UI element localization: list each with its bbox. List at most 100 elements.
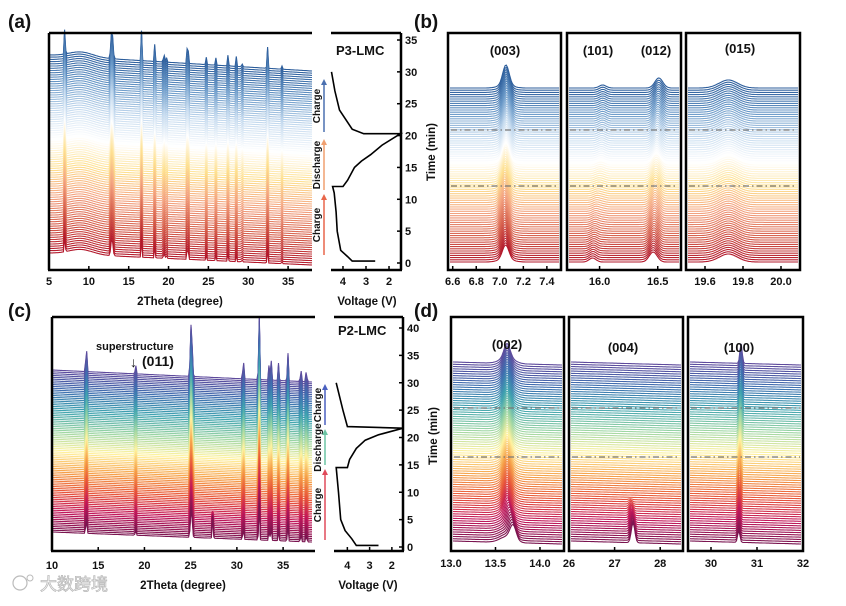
- xrd-trace: [453, 449, 562, 473]
- xrd-trace: [571, 370, 682, 375]
- xrd-trace: [450, 217, 559, 237]
- xrd-trace: [450, 139, 559, 162]
- xrd-trace: [690, 495, 802, 513]
- subplot-frame: [449, 315, 566, 553]
- xrd-trace: [569, 181, 679, 193]
- xrd-trace: [450, 232, 559, 252]
- xrd-trace: [453, 349, 562, 373]
- xrd-trace: [688, 191, 798, 201]
- xrd-trace: [688, 193, 798, 204]
- xrd-trace: [452, 412, 562, 436]
- x-tick-label: 5: [46, 276, 52, 288]
- xrd-trace: [688, 185, 798, 195]
- voltage-tick-label: 3: [367, 560, 373, 572]
- xrd-trace: [569, 84, 679, 96]
- xrd-trace: [688, 136, 798, 146]
- xrd-trace: [571, 515, 682, 534]
- xrd-trace: [690, 469, 801, 486]
- xrd-trace: [450, 180, 559, 201]
- xrd-trace: [450, 205, 559, 226]
- xrd-trace: [450, 114, 559, 138]
- time-ylabel-d: Time (min): [428, 407, 440, 465]
- xrd-trace: [570, 399, 681, 405]
- xrd-trace: [569, 191, 679, 204]
- xrd-trace: [450, 242, 559, 261]
- panel-label-a: (a): [8, 12, 31, 33]
- time-tick-label: 25: [407, 405, 419, 417]
- xrd-trace: [571, 504, 682, 513]
- xrd-trace: [571, 427, 681, 432]
- xrd-trace: [688, 178, 798, 188]
- xrd-trace: [569, 112, 679, 124]
- xrd-trace: [452, 360, 562, 384]
- x-tick-label: 7.4: [539, 276, 555, 288]
- xrd-trace: [690, 365, 801, 386]
- xrd-trace: [689, 409, 801, 429]
- xrd-trace: [570, 517, 681, 536]
- xrd-trace: [450, 194, 559, 215]
- xrd-trace: [51, 486, 312, 527]
- watermark: 大数跨境: [40, 575, 108, 594]
- xrd-trace: [452, 460, 562, 484]
- xrd-trace: [571, 397, 682, 402]
- xrd-trace: [52, 439, 313, 487]
- xrd-trace: [453, 424, 563, 448]
- x-tick-label: 14.0: [529, 558, 550, 570]
- xrd-trace: [453, 451, 563, 475]
- xrd-trace: [452, 419, 562, 443]
- xrd-trace: [690, 456, 802, 475]
- xrd-trace: [688, 253, 798, 263]
- xrd-trace: [571, 422, 682, 427]
- xrd-trace: [450, 228, 559, 248]
- xrd-trace: [569, 137, 679, 149]
- xrd-trace: [690, 393, 801, 414]
- segment-label: Charge: [312, 88, 323, 123]
- xrd-trace: [450, 68, 559, 93]
- hkl-002: (002): [492, 337, 522, 352]
- xrd-trace: [450, 230, 559, 250]
- xrd-trace: [569, 216, 679, 228]
- xrd-trace: [453, 437, 563, 461]
- xrd-trace: [52, 471, 312, 514]
- xrd-trace: [688, 97, 798, 107]
- xrd-trace: [571, 511, 682, 527]
- xrd-trace: [690, 435, 802, 454]
- xrd-trace: [450, 185, 559, 206]
- xrd-trace: [569, 147, 679, 160]
- xrd-trace: [571, 443, 682, 448]
- xrd-trace: [571, 395, 681, 400]
- hkl-100: (100): [724, 340, 754, 355]
- xrd-trace: [453, 490, 563, 513]
- x-tick-label: 10: [83, 276, 95, 288]
- xrd-trace: [569, 143, 679, 155]
- xrd-trace: [690, 450, 802, 468]
- x-tick-label: 13.0: [440, 558, 461, 570]
- xrd-trace: [690, 419, 801, 439]
- xrd-trace: [452, 392, 562, 416]
- time-tick-label: 30: [405, 67, 417, 79]
- xrd-trace: [690, 447, 801, 466]
- xrd-trace: [571, 456, 682, 461]
- xrd-trace: [52, 481, 312, 523]
- xrd-trace: [690, 346, 802, 368]
- xrd-trace: [569, 163, 679, 175]
- xrd-trace: [571, 436, 682, 441]
- xrd-trace: [570, 379, 681, 384]
- xrd-trace: [569, 251, 679, 263]
- xrd-trace: [450, 123, 559, 146]
- xrd-trace: [690, 515, 801, 531]
- xrd-trace: [52, 437, 313, 486]
- subplot-frame: [567, 315, 685, 553]
- xrd-trace: [688, 141, 798, 151]
- xrd-trace: [52, 420, 313, 471]
- xrd-trace: [52, 473, 312, 516]
- xrd-trace: [450, 157, 559, 179]
- xrd-trace: [453, 456, 562, 479]
- xrd-trace: [453, 465, 563, 488]
- xrd-trace: [688, 143, 798, 153]
- xrd-trace: [688, 119, 798, 129]
- xrd-trace: [51, 464, 312, 509]
- xrd-trace: [450, 219, 559, 239]
- xrd-trace: [569, 79, 679, 91]
- voltage-tick-label: 4: [340, 276, 347, 288]
